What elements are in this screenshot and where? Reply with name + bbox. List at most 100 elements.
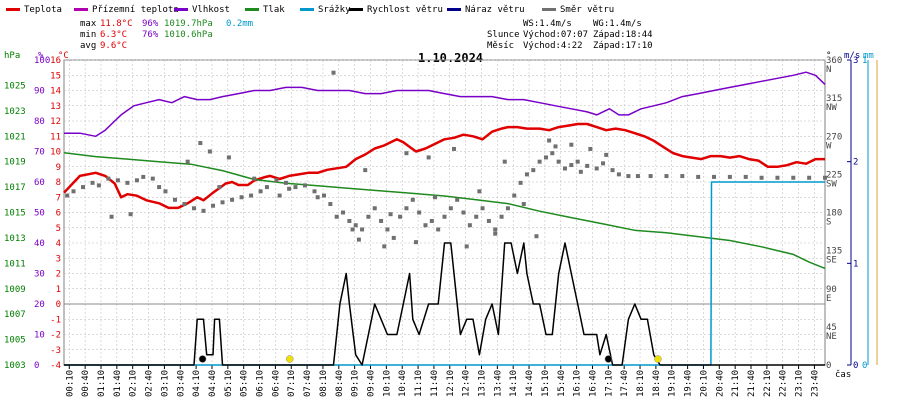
direction-point — [334, 214, 339, 219]
x-tick-label: 13:40 — [493, 370, 503, 397]
x-tick-label: 09:40 — [367, 370, 377, 397]
sun-moon-info: WS:1.4m/s WG:1.4m/s Slunce Východ:07:07 … — [487, 19, 653, 51]
direction-point — [201, 208, 206, 213]
direction-point — [322, 193, 327, 198]
direction-point — [696, 174, 701, 179]
stats-max-hum: 96% — [142, 19, 159, 29]
humidity-tick-label: 70 — [34, 148, 45, 158]
info-moonrise: Východ:4:22 — [523, 41, 583, 51]
pressure-tick-label: 1007 — [4, 310, 26, 320]
direction-tick-degrees: 135 — [826, 247, 842, 257]
humidity-tick-label: 10 — [34, 331, 45, 341]
direction-point — [664, 174, 669, 179]
x-tick-label: 18:10 — [636, 370, 646, 397]
direction-point — [385, 227, 390, 232]
x-tick-label: 23:40 — [810, 370, 820, 397]
x-tick-label: 20:40 — [715, 370, 725, 397]
temperature-tick-label: 6 — [56, 209, 61, 219]
direction-point — [192, 206, 197, 211]
direction-tick-degrees: 0 — [826, 361, 831, 371]
x-tick-label: 18:40 — [652, 370, 662, 397]
direction-point — [302, 183, 307, 188]
direction-tick-degrees: 90 — [826, 285, 837, 295]
direction-point — [134, 178, 139, 183]
x-tick-label: 09:10 — [351, 370, 361, 397]
direction-point — [315, 195, 320, 200]
pressure-tick-label: 1019 — [4, 158, 26, 168]
x-tick-label: 17:10 — [604, 370, 614, 397]
x-tick-label: 14:10 — [509, 370, 519, 397]
x-tick-label: 04:10 — [192, 370, 202, 397]
humidity-tick-label: 80 — [34, 117, 45, 127]
direction-point — [585, 163, 590, 168]
stats-min-temp: 6.3°C — [100, 30, 127, 40]
x-tick-label: 23:10 — [795, 370, 805, 397]
direction-point — [464, 244, 469, 249]
legend-swatch-tlak — [245, 8, 259, 11]
pressure-tick-label: 1023 — [4, 107, 26, 117]
direction-point — [350, 227, 355, 232]
series-line-rychlost — [64, 242, 825, 366]
pressure-tick-label: 1005 — [4, 336, 26, 346]
temperature-tick-label: 1 — [56, 285, 61, 295]
series-line-tlak — [63, 152, 826, 270]
direction-point — [347, 218, 352, 223]
series-line-srazky — [64, 181, 825, 366]
direction-point — [391, 235, 396, 240]
direction-point — [467, 223, 472, 228]
series-layer — [63, 70, 827, 366]
stats-max-rain: 0.2mm — [226, 19, 253, 29]
direction-point — [252, 176, 257, 181]
direction-point — [474, 214, 479, 219]
x-tick-label: 04:40 — [208, 370, 218, 397]
pressure-tick-label: 1013 — [4, 234, 26, 244]
temperature-tick-label: -4 — [50, 361, 61, 371]
direction-point — [480, 206, 485, 211]
stats-avg-label: avg — [80, 41, 96, 51]
wind-tick-label: 3 — [853, 56, 858, 66]
rain-axis-unit: mm — [863, 51, 874, 61]
humidity-tick-label: 60 — [34, 178, 45, 188]
info-sunset: Západ:18:44 — [593, 30, 653, 40]
direction-point — [410, 197, 415, 202]
info-ws: WS:1.4m/s — [523, 19, 572, 29]
direction-point — [185, 159, 190, 164]
direction-point — [575, 159, 580, 164]
x-tick-label: 03:10 — [160, 370, 170, 397]
stats-block: max 11.8°C 96% 1019.7hPa 0.2mm min 6.3°C… — [80, 19, 253, 51]
direction-point — [341, 210, 346, 215]
temperature-tick-label: -2 — [50, 331, 61, 341]
direction-point — [128, 212, 133, 217]
direction-point — [502, 159, 507, 164]
series-line-vlhkost — [64, 71, 826, 138]
humidity-tick-label: 20 — [34, 300, 45, 310]
x-tick-label: 21:40 — [747, 370, 757, 397]
direction-point — [524, 172, 529, 177]
direction-point — [543, 155, 548, 160]
sunset-marker — [654, 355, 662, 363]
legend-label-vlhkost: Vlhkost — [192, 5, 230, 15]
x-tick-label: 12:40 — [462, 370, 472, 397]
direction-point — [382, 244, 387, 249]
direction-point — [172, 197, 177, 202]
direction-point — [65, 193, 70, 198]
wind-tick-label: 1 — [853, 259, 858, 269]
x-tick-label: 05:40 — [240, 370, 250, 397]
temperature-tick-label: -1 — [50, 315, 61, 325]
x-axis-label: čas — [835, 369, 851, 380]
temperature-tick-label: 12 — [50, 117, 61, 127]
pressure-tick-label: 1015 — [4, 209, 26, 219]
info-moonset: Západ:17:10 — [593, 41, 653, 51]
sunrise-marker — [286, 355, 294, 363]
direction-point — [363, 168, 368, 173]
legend-label-naraz: Náraz větru — [465, 5, 525, 15]
direction-point — [569, 163, 574, 168]
legend-label-srazky: Srážky — [318, 5, 351, 15]
direction-point — [274, 178, 279, 183]
humidity-axis-unit: % — [38, 51, 44, 61]
x-tick-label: 22:10 — [763, 370, 773, 397]
direction-point — [125, 180, 130, 185]
temperature-tick-label: 3 — [56, 254, 61, 264]
direction-point — [601, 161, 606, 166]
legend-swatch-teplota — [6, 8, 20, 11]
